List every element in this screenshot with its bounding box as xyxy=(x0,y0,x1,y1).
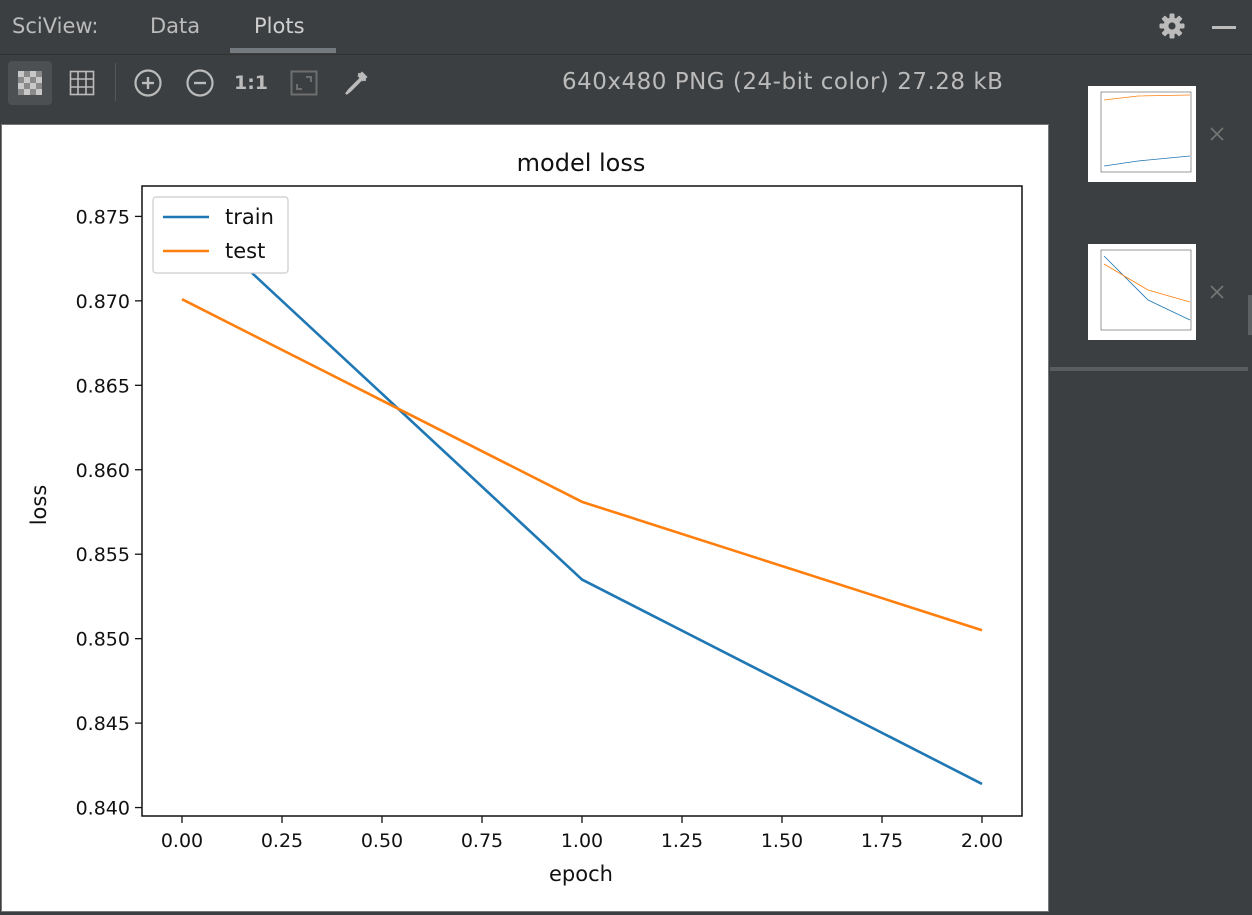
y-axis-label: loss xyxy=(27,485,51,526)
close-icon[interactable] xyxy=(1208,283,1226,301)
y-tick-label: 0.870 xyxy=(76,291,130,313)
tool-window-header: SciView: Data Plots xyxy=(0,0,1252,55)
x-tick-label: 0.50 xyxy=(361,830,403,852)
x-tick-label: 0.75 xyxy=(461,830,503,852)
image-info-label: 640x480 PNG (24-bit color) 27.28 kB xyxy=(562,69,1004,95)
tab-data[interactable]: Data xyxy=(150,14,201,38)
y-tick-label: 0.875 xyxy=(76,206,130,228)
thumbnail-scrollbar[interactable] xyxy=(1248,295,1252,335)
plots-thumbnail-panel xyxy=(1050,55,1252,914)
y-tick-label: 0.850 xyxy=(76,629,130,651)
close-icon[interactable] xyxy=(1208,125,1226,143)
grid-icon xyxy=(69,70,95,96)
plot-toolbar: 1:1 640x480 PNG (24-bit color) 27.28 kB xyxy=(0,55,1050,111)
plot-thumbnail-icon[interactable] xyxy=(1088,244,1196,340)
y-tick-label: 0.855 xyxy=(76,544,130,566)
x-tick-label: 1.25 xyxy=(661,830,703,852)
x-tick-label: 0.00 xyxy=(161,830,203,852)
tool-window-title: SciView: xyxy=(12,14,99,38)
zoom-in-icon xyxy=(134,69,162,97)
color-picker-icon xyxy=(345,71,368,95)
chart-series xyxy=(181,207,983,786)
zoom-in-button[interactable] xyxy=(126,61,170,105)
active-tab-indicator xyxy=(230,48,336,53)
axis-ticks: 0.00 0.25 0.50 0.75 1.00 1.25 1.50 1.75 2.00 0.84… xyxy=(76,206,1004,852)
color-picker-button[interactable] xyxy=(334,61,378,105)
x-tick-label: 1.00 xyxy=(561,830,603,852)
legend-label-train: train xyxy=(225,205,274,229)
x-tick-label: 2.00 xyxy=(961,830,1003,852)
series-line-train xyxy=(181,207,983,786)
actual-size-button[interactable]: 1:1 xyxy=(229,61,273,105)
transparent-background-icon xyxy=(18,71,42,95)
fit-window-icon xyxy=(290,70,318,96)
legend-label-test: test xyxy=(225,239,265,263)
series-line-test xyxy=(181,298,983,632)
y-tick-label: 0.865 xyxy=(76,375,130,397)
fit-window-button[interactable] xyxy=(282,61,326,105)
plot-thumbnail-icon[interactable] xyxy=(1088,86,1196,182)
zoom-out-icon xyxy=(186,69,214,97)
loss-line-chart: model loss 0.00 0.25 0.50 0.75 1.00 1.25 1.50 1… xyxy=(27,149,1023,886)
transparent-background-button[interactable] xyxy=(8,61,52,105)
x-tick-label: 0.25 xyxy=(261,830,303,852)
x-tick-label: 1.75 xyxy=(861,830,903,852)
x-tick-label: 1.50 xyxy=(761,830,803,852)
x-axis-label: epoch xyxy=(549,862,613,886)
plot-viewer: model loss 0.00 0.25 0.50 0.75 1.00 1.25 1.50 1… xyxy=(1,124,1049,912)
y-tick-label: 0.860 xyxy=(76,460,130,482)
chart-title: model loss xyxy=(517,149,646,177)
toolbar-separator xyxy=(115,63,116,101)
minimize-icon[interactable] xyxy=(1212,26,1236,29)
y-tick-label: 0.840 xyxy=(76,798,130,820)
zoom-out-button[interactable] xyxy=(178,61,222,105)
tab-plots[interactable]: Plots xyxy=(254,14,305,38)
gear-icon[interactable] xyxy=(1158,12,1186,40)
chart-legend: train test xyxy=(152,196,289,274)
y-tick-label: 0.845 xyxy=(76,713,130,735)
plot-area-border xyxy=(141,185,1023,817)
panel-divider[interactable] xyxy=(1050,367,1248,371)
actual-size-icon: 1:1 xyxy=(233,72,269,94)
grid-button[interactable] xyxy=(60,61,104,105)
